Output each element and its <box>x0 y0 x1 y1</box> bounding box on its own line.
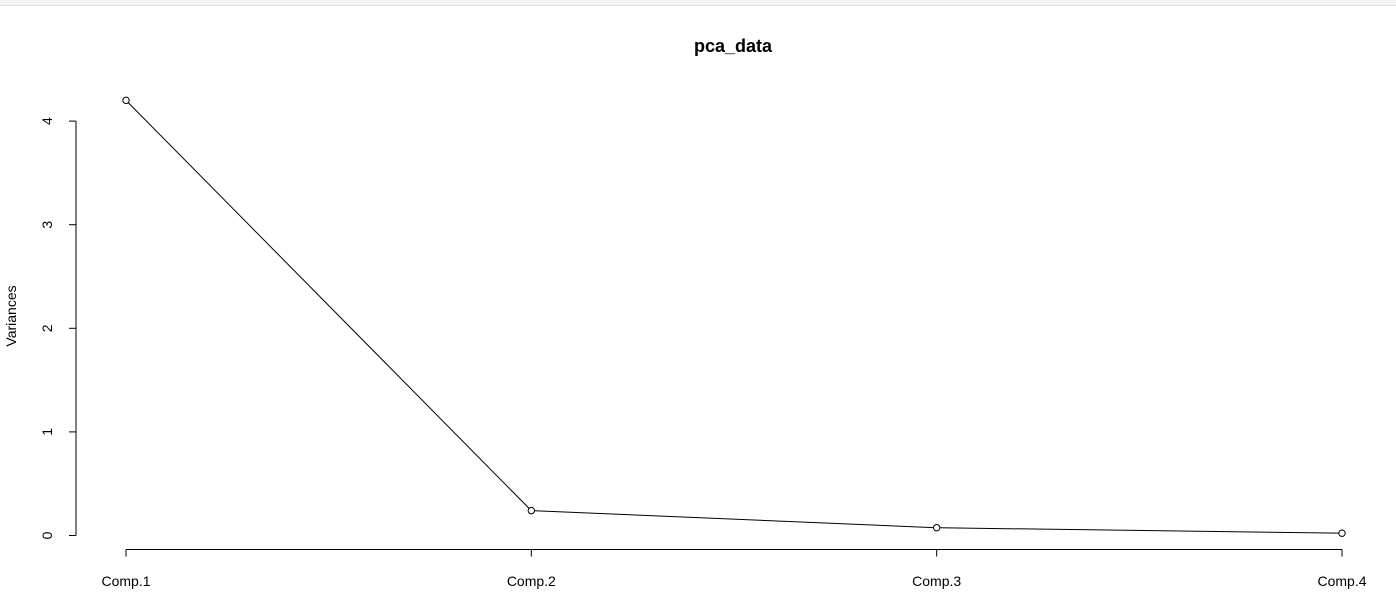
data-point <box>1338 529 1346 537</box>
window-top-strip <box>0 0 1396 6</box>
data-point <box>932 524 941 532</box>
y-tick-label: 0 <box>39 531 55 539</box>
x-tick-label: Comp.4 <box>1317 573 1366 589</box>
line-segment <box>534 510 934 529</box>
x-axis: Comp.1 Comp.2 Comp.3 Comp.4 <box>101 549 1367 589</box>
y-axis-label: Variances <box>3 285 19 346</box>
data-point <box>527 506 536 515</box>
y-tick-label: 4 <box>39 117 55 125</box>
line-segment <box>127 102 530 509</box>
y-axis: 0 1 2 3 4 <box>39 117 77 539</box>
line-segment <box>939 527 1339 534</box>
y-tick-label: 3 <box>39 221 55 229</box>
x-tick-label: Comp.2 <box>507 573 556 589</box>
x-tick-label: Comp.1 <box>101 573 150 589</box>
y-tick-label: 1 <box>39 428 55 436</box>
chart-title: pca_data <box>694 36 773 56</box>
y-tick-label: 2 <box>39 324 55 332</box>
series-variances <box>122 96 1346 537</box>
data-point <box>122 96 130 105</box>
x-tick-label: Comp.3 <box>912 573 961 589</box>
